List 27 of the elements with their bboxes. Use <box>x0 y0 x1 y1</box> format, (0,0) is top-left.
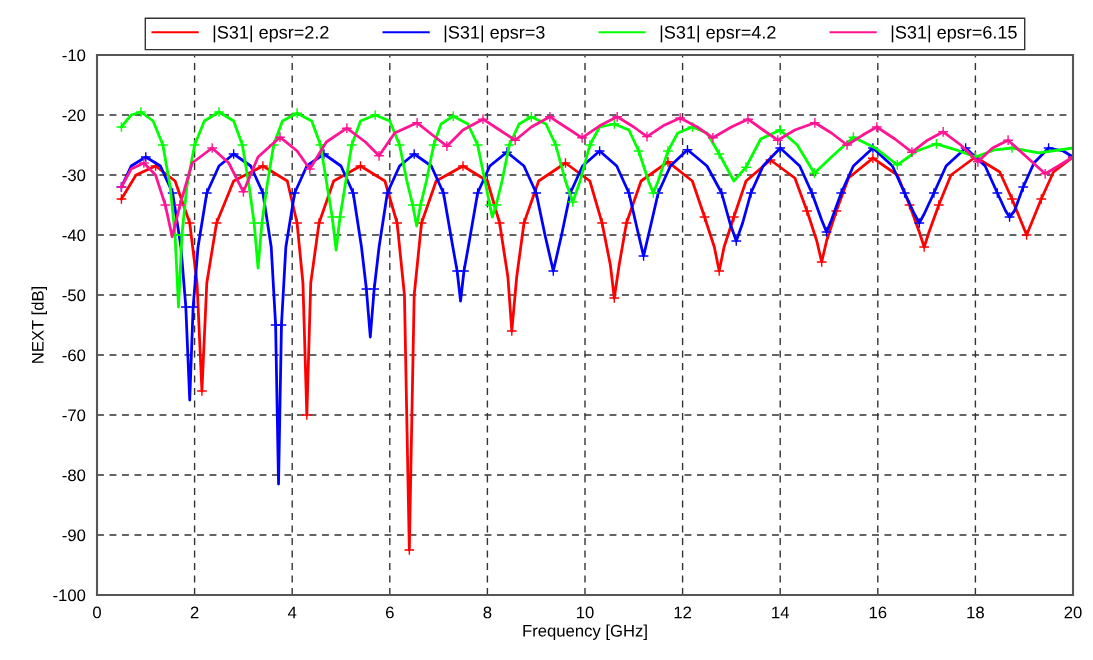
x-tick-label: 0 <box>93 606 101 619</box>
y-tick-label: -80 <box>62 469 86 482</box>
y-tick-label: -40 <box>62 229 86 242</box>
y-tick-label: -50 <box>62 289 86 302</box>
legend-label: |S31| epsr=6.15 <box>891 25 1017 43</box>
y-tick-label: -100 <box>53 589 86 602</box>
x-tick-label: 10 <box>577 606 594 619</box>
legend-label: |S31| epsr=3 <box>444 25 545 43</box>
x-tick-label: 2 <box>190 606 199 619</box>
y-axis-title: NEXT [dB] <box>31 286 47 363</box>
y-tick-label: -90 <box>62 529 86 542</box>
x-axis-title: Frequency [GHz] <box>523 624 647 640</box>
x-tick-label: 14 <box>772 606 789 619</box>
x-tick-label: 8 <box>483 606 492 619</box>
x-tick-label: 16 <box>869 606 887 619</box>
y-tick-label: -70 <box>62 409 86 422</box>
y-tick-label: -30 <box>62 169 86 182</box>
y-tick-label: -20 <box>62 109 86 122</box>
y-tick-label: -10 <box>62 49 86 62</box>
x-tick-label: 6 <box>386 606 394 619</box>
legend-label: |S31| epsr=4.2 <box>660 25 776 43</box>
x-tick-label: 20 <box>1064 606 1082 619</box>
y-tick-label: -60 <box>62 349 86 362</box>
legend-label: |S31| epsr=2.2 <box>213 25 329 43</box>
x-tick-label: 18 <box>967 606 984 619</box>
x-tick-label: 12 <box>674 606 692 619</box>
x-tick-label: 4 <box>287 606 297 619</box>
